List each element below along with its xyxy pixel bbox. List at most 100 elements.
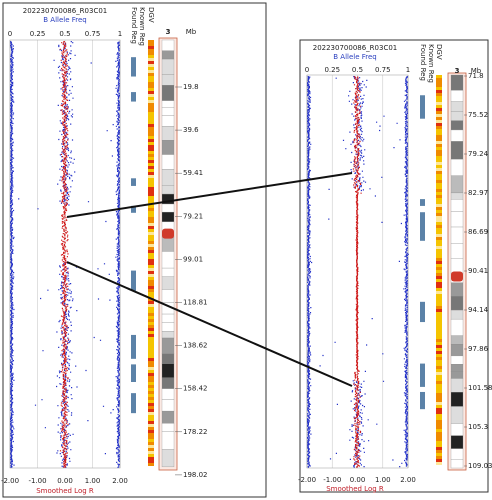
dgv-band: [148, 58, 154, 61]
logr-tick-label: 0.00: [350, 476, 366, 484]
cytoband: [450, 199, 464, 212]
dgv-band: [436, 279, 442, 282]
dgv-band: [436, 270, 442, 273]
dgv-band: [436, 108, 442, 111]
dgv-band: [436, 291, 442, 294]
cytoband: [450, 459, 464, 469]
dgv-band: [148, 436, 154, 439]
dgv-band: [148, 379, 154, 382]
baf-tick-label: 0.25: [30, 30, 46, 38]
dgv-band: [148, 421, 154, 424]
dgv-band: [436, 204, 442, 207]
mb-tick-label: 59.41: [183, 169, 203, 177]
dgv-band: [436, 207, 442, 210]
dgv-band: [148, 400, 154, 403]
dgv-band: [436, 267, 442, 270]
mb-tick-label: 90.41: [468, 267, 488, 275]
dgv-band: [436, 96, 442, 99]
dgv-band: [148, 190, 154, 193]
dgv-band: [148, 262, 154, 265]
dgv-band: [148, 142, 154, 145]
dgv-band: [436, 258, 442, 261]
column-label: DGV: [147, 7, 155, 23]
dgv-band: [436, 402, 442, 405]
dgv-band: [148, 451, 154, 454]
cytoband: [450, 258, 464, 274]
dgv-band: [148, 127, 154, 130]
dgv-band: [148, 238, 154, 241]
dgv-band: [148, 409, 154, 412]
dgv-band: [148, 289, 154, 292]
dgv-band: [436, 246, 442, 249]
cytoband: [161, 50, 175, 60]
mb-tick-label: 99.01: [183, 255, 203, 263]
dgv-band: [148, 274, 154, 277]
logr-points: [59, 41, 70, 468]
dgv-band: [148, 370, 154, 373]
dgv-band: [148, 67, 154, 70]
dgv-band: [148, 160, 154, 163]
dgv-band: [148, 193, 154, 196]
dgv-band: [148, 415, 154, 418]
cytoband: [161, 331, 175, 339]
mb-tick-label: 79.24: [468, 150, 489, 158]
cytoband: [450, 309, 464, 320]
mb-tick-label: 86.69: [468, 228, 488, 236]
logr-tick-label: 0.00: [57, 477, 73, 485]
dgv-band: [148, 244, 154, 247]
dgv-band: [148, 115, 154, 118]
dgv-band: [436, 378, 442, 381]
dgv-band: [436, 111, 442, 114]
dgv-band: [148, 223, 154, 226]
cytoband: [161, 276, 175, 290]
dgv-band: [148, 337, 154, 340]
cytoband: [161, 251, 175, 269]
dgv-band: [436, 114, 442, 117]
mb-tick-label: 71.8: [468, 72, 484, 80]
dgv-band: [436, 411, 442, 414]
cytoband: [161, 140, 175, 155]
dgv-band: [436, 423, 442, 426]
dgv-band: [148, 382, 154, 385]
dgv-band: [148, 196, 154, 199]
plot-frame: [9, 39, 121, 469]
dgv-band: [148, 181, 154, 184]
dgv-band: [436, 396, 442, 399]
cytoband: [450, 175, 464, 194]
dgv-band: [436, 312, 442, 315]
mb-tick-label: 19.8: [183, 83, 199, 91]
dgv-band: [436, 117, 442, 120]
cytoband: [161, 410, 175, 424]
dgv-band: [436, 450, 442, 453]
dgv-band: [148, 460, 154, 463]
dgv-band: [436, 285, 442, 288]
cytoband: [450, 211, 464, 228]
dgv-band: [436, 90, 442, 93]
found-region: [420, 368, 425, 387]
column-label: Known Reg: [427, 44, 435, 83]
cytoband: [161, 85, 175, 101]
cytoband: [161, 377, 175, 389]
dgv-band: [148, 235, 154, 238]
dgv-band: [436, 357, 442, 360]
dgv-band: [148, 319, 154, 322]
dgv-band: [436, 345, 442, 348]
found-region: [131, 364, 136, 382]
baf-tick-label: 0: [305, 66, 309, 74]
cytoband: [161, 115, 175, 127]
dgv-band: [436, 381, 442, 384]
plot-frame: [306, 74, 409, 469]
dgv-band: [148, 97, 154, 100]
dgv-band: [436, 438, 442, 441]
dgv-band: [436, 303, 442, 306]
dgv-band: [436, 195, 442, 198]
dgv-band: [148, 46, 154, 49]
dgv-band: [148, 145, 154, 148]
dgv-band: [148, 427, 154, 430]
cytoband: [450, 344, 464, 357]
dgv-band: [148, 217, 154, 220]
column-label: Found Reg: [419, 44, 427, 81]
dgv-band: [148, 406, 154, 409]
dgv-band: [436, 225, 442, 228]
dgv-band: [436, 417, 442, 420]
